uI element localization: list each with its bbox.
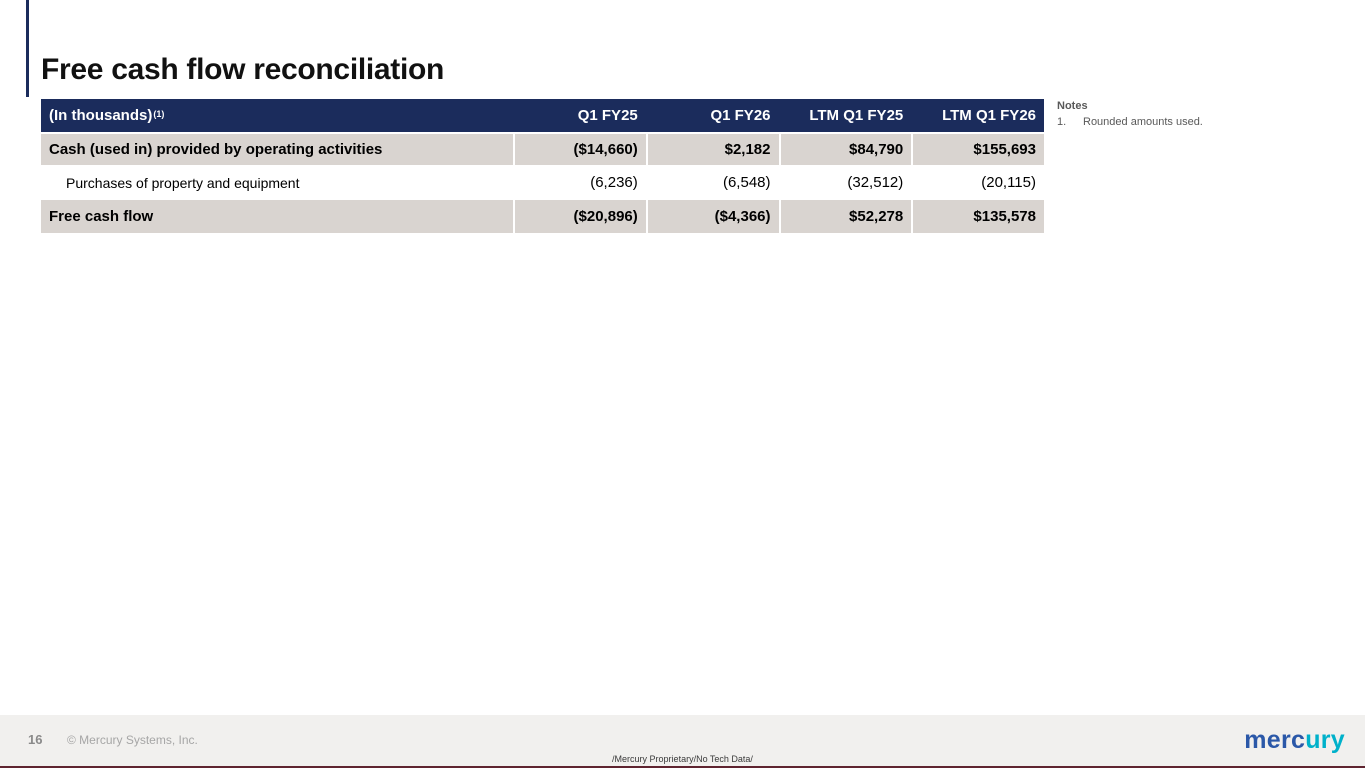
note-item: 1. Rounded amounts used. bbox=[1057, 116, 1347, 128]
table-header-label: (In thousands) bbox=[49, 107, 153, 124]
copyright-text: © Mercury Systems, Inc. bbox=[67, 733, 198, 747]
table-cell: $135,578 bbox=[911, 200, 1044, 233]
table-cell: $2,182 bbox=[645, 134, 779, 165]
note-text: Rounded amounts used. bbox=[1083, 116, 1203, 128]
column-header-ltm-q1fy25: LTM Q1 FY25 bbox=[809, 107, 904, 124]
table-cell: (20,115) bbox=[911, 167, 1044, 198]
table-cell: (6,548) bbox=[645, 167, 779, 198]
column-header-q1fy26: Q1 FY26 bbox=[710, 107, 771, 124]
table-cell: ($4,366) bbox=[645, 200, 779, 233]
left-accent-bar bbox=[26, 0, 29, 97]
table-cell: $52,278 bbox=[778, 200, 912, 233]
page-title: Free cash flow reconciliation bbox=[41, 53, 445, 86]
table-cell: (6,236) bbox=[513, 167, 646, 198]
slide-footer: 16 © Mercury Systems, Inc. /Mercury Prop… bbox=[0, 715, 1365, 768]
mercury-logo-text-secondary: ury bbox=[1305, 726, 1345, 754]
table-header-row: (In thousands) (1) Q1 FY25 Q1 FY26 LTM Q1… bbox=[41, 99, 1044, 132]
table-row: Free cash flow ($20,896) ($4,366) $52,27… bbox=[41, 200, 1044, 233]
free-cash-flow-table: (In thousands) (1) Q1 FY25 Q1 FY26 LTM Q1… bbox=[41, 99, 1044, 233]
mercury-logo: mercury bbox=[1244, 726, 1345, 755]
table-cell: $155,693 bbox=[911, 134, 1044, 165]
row-label-purchases-ppe: Purchases of property and equipment bbox=[66, 174, 300, 191]
notes-block: Notes 1. Rounded amounts used. bbox=[1057, 100, 1347, 128]
notes-heading: Notes bbox=[1057, 100, 1088, 112]
table-cell: ($14,660) bbox=[513, 134, 646, 165]
bottom-accent-bar bbox=[0, 766, 1365, 768]
mercury-logo-text-primary: merc bbox=[1244, 726, 1306, 754]
note-number: 1. bbox=[1057, 116, 1067, 128]
table-header-footnote-marker: (1) bbox=[153, 108, 165, 119]
column-header-q1fy25: Q1 FY25 bbox=[577, 107, 638, 124]
table-row: Purchases of property and equipment (6,2… bbox=[41, 167, 1044, 198]
table-cell: ($20,896) bbox=[513, 200, 646, 233]
table-cell: (32,512) bbox=[778, 167, 912, 198]
page-number: 16 bbox=[28, 732, 43, 747]
table-row: Cash (used in) provided by operating act… bbox=[41, 134, 1044, 165]
column-header-ltm-q1fy26: LTM Q1 FY26 bbox=[942, 107, 1036, 124]
classification-text: /Mercury Proprietary/No Tech Data/ bbox=[612, 754, 753, 764]
row-label-operating-activities: Cash (used in) provided by operating act… bbox=[49, 141, 383, 158]
table-cell: $84,790 bbox=[778, 134, 912, 165]
row-label-free-cash-flow: Free cash flow bbox=[49, 208, 154, 225]
table-header-label-cell: (In thousands) (1) bbox=[41, 99, 513, 132]
